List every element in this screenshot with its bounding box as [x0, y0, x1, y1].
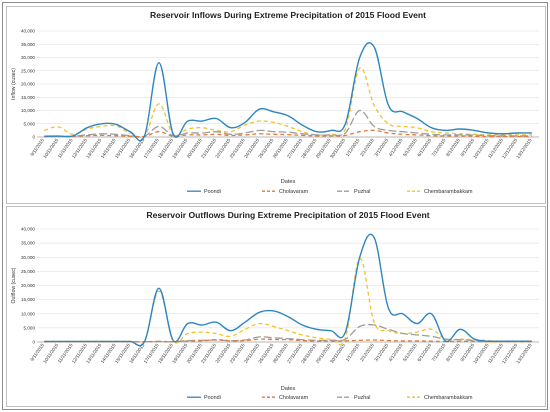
y-tick-label: 0 — [32, 340, 35, 345]
chart-title: Reservoir Inflows During Extreme Precipi… — [150, 10, 426, 20]
y-tick-label: 10,000 — [21, 311, 35, 316]
inflow-chart-panel: Reservoir Inflows During Extreme Precipi… — [6, 6, 546, 204]
series-line-poondi — [44, 42, 532, 142]
y-tick-label: 25,000 — [21, 68, 35, 73]
series-line-puzhal — [44, 323, 532, 343]
y-tick-label: 35,000 — [21, 42, 35, 47]
x-axis-label: Dates — [281, 179, 296, 185]
outflow-chart-panel: Reservoir Outflows During Extreme Precip… — [6, 206, 546, 407]
legend-label-puzhal: Puzhal — [354, 189, 370, 195]
y-tick-label: 20,000 — [21, 283, 35, 288]
series-line-puzhal — [44, 109, 532, 138]
legend-label-poondi: Poondi — [204, 395, 221, 401]
legend-label-poondi: Poondi — [204, 189, 221, 195]
chart-title: Reservoir Outflows During Extreme Precip… — [146, 210, 429, 220]
y-tick-label: 30,000 — [21, 255, 35, 260]
legend-label-cholavaram: Cholavaram — [279, 189, 309, 195]
y-tick-label: 10,000 — [21, 108, 35, 113]
series-line-cholavaram — [44, 338, 532, 343]
series-line-poondi — [44, 233, 532, 347]
y-tick-label: 5,000 — [24, 121, 36, 126]
y-axis-label: Outflow (cusec) — [11, 267, 17, 303]
y-tick-label: 25,000 — [21, 269, 35, 274]
y-tick-label: 0 — [32, 135, 35, 140]
legend-label-chembarambakkam: Chembarambakkam — [424, 395, 473, 401]
y-tick-label: 40,000 — [21, 29, 35, 34]
y-tick-label: 15,000 — [21, 297, 35, 302]
y-tick-label: 35,000 — [21, 241, 35, 246]
series-line-chembarambakkam — [44, 67, 532, 139]
y-tick-label: 5,000 — [24, 325, 36, 330]
y-tick-label: 20,000 — [21, 82, 35, 87]
legend-label-puzhal: Puzhal — [354, 395, 370, 401]
x-axis-label: Dates — [281, 386, 296, 392]
y-axis-label: Inflow (cusec) — [11, 68, 17, 100]
legend-label-chembarambakkam: Chembarambakkam — [424, 189, 473, 195]
y-tick-label: 30,000 — [21, 55, 35, 60]
y-tick-label: 40,000 — [21, 227, 35, 232]
inflow-chart: Reservoir Inflows During Extreme Precipi… — [11, 10, 539, 195]
series-line-cholavaram — [44, 129, 532, 138]
outflow-chart: Reservoir Outflows During Extreme Precip… — [11, 210, 539, 401]
legend-label-cholavaram: Cholavaram — [279, 395, 309, 401]
y-tick-label: 15,000 — [21, 95, 35, 100]
